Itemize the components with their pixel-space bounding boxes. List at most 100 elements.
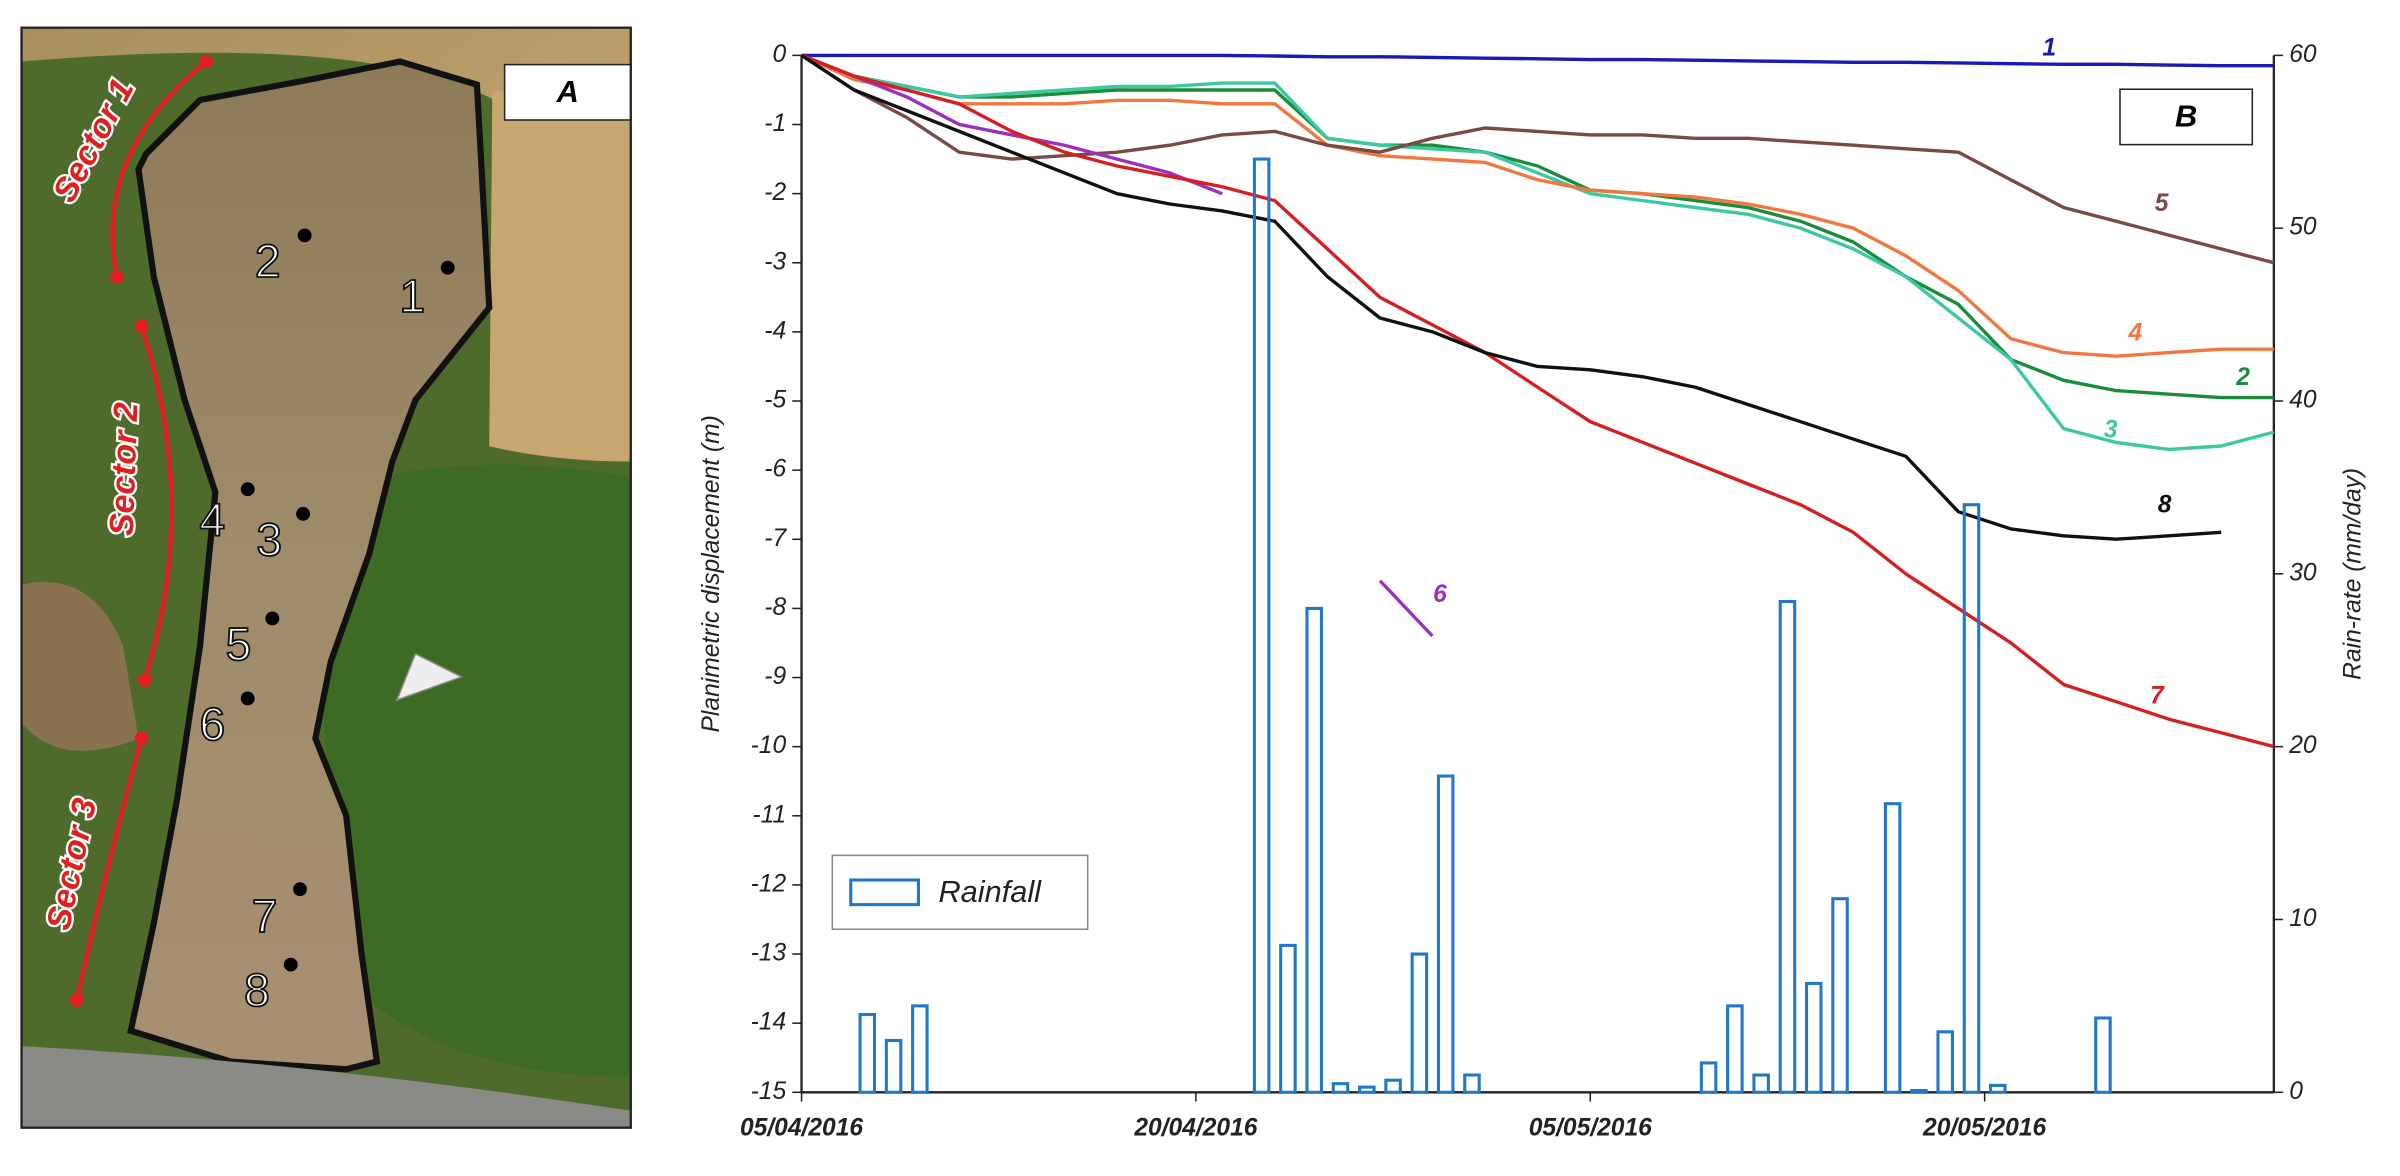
y2-tick-label: 10 bbox=[2289, 905, 2317, 932]
series-label: 4 bbox=[2128, 319, 2143, 346]
sector-arrow-head bbox=[110, 270, 124, 284]
trees bbox=[320, 464, 631, 1077]
y-tick-label: -12 bbox=[751, 870, 787, 897]
rain-bar bbox=[1358, 1085, 1376, 1094]
rain-bar bbox=[1305, 606, 1323, 1094]
series-line bbox=[800, 53, 2275, 265]
rain-bar bbox=[1778, 599, 1797, 1094]
rain-bar bbox=[1989, 1083, 2007, 1094]
y-tick-label: -4 bbox=[764, 317, 786, 344]
y2-tick-label: 60 bbox=[2289, 41, 2317, 68]
sector-arrow bbox=[74, 737, 144, 1001]
y-tick-label: -8 bbox=[764, 594, 786, 621]
sector-label: Sector 2 bbox=[103, 402, 146, 537]
rain-bar bbox=[1752, 1073, 1770, 1094]
point-dot bbox=[293, 882, 307, 897]
field bbox=[489, 87, 631, 462]
rain-bar bbox=[1962, 503, 1981, 1094]
x-tick-label: 05/04/2016 bbox=[740, 1115, 863, 1142]
panel-b: B Planimetric displacement (m) Rain-rate… bbox=[698, 35, 2367, 1142]
series-line bbox=[800, 53, 2275, 452]
y2-tick-label: 30 bbox=[2289, 559, 2317, 586]
y2-axis-label: Rain-rate (mm/day) bbox=[2339, 468, 2366, 680]
sector-arrow-head bbox=[134, 319, 149, 334]
x-tick-label: 20/05/2016 bbox=[1922, 1115, 2046, 1142]
y-tick-label: -15 bbox=[751, 1078, 787, 1105]
x-tick-label: 05/05/2016 bbox=[1529, 1115, 1652, 1142]
point-label: 1 bbox=[399, 270, 425, 322]
point-dot bbox=[240, 691, 255, 706]
rain-bar bbox=[1804, 981, 1823, 1094]
y-tick-label: -13 bbox=[751, 940, 787, 967]
rain-bar bbox=[1936, 1030, 1954, 1094]
y-axis-label: Planimetric displacement (m) bbox=[698, 415, 725, 732]
y-tick-label: -11 bbox=[752, 801, 786, 828]
rain-bar bbox=[1910, 1089, 1928, 1094]
sector-arrow bbox=[110, 59, 208, 278]
rain-bar bbox=[1279, 943, 1297, 1094]
point-label: 7 bbox=[252, 890, 278, 942]
sector-arrow-head bbox=[137, 673, 152, 687]
rain-bar bbox=[1726, 1004, 1744, 1094]
photo-frame bbox=[20, 26, 632, 1129]
series-label: 8 bbox=[2158, 492, 2172, 519]
point-label: 6 bbox=[199, 698, 225, 750]
series-line bbox=[800, 53, 1223, 196]
rain-bar bbox=[1831, 897, 1849, 1094]
rain-bar bbox=[1883, 802, 1902, 1094]
y-tick-label: -2 bbox=[764, 179, 786, 206]
rain-bar bbox=[1410, 952, 1429, 1094]
panel-label-box bbox=[2119, 88, 2254, 146]
series-line bbox=[1378, 579, 1434, 638]
rain-bar bbox=[1463, 1073, 1481, 1094]
y-tick-label: -14 bbox=[751, 1009, 787, 1036]
rain-bar bbox=[911, 1004, 929, 1094]
series-label: 6 bbox=[1433, 581, 1447, 608]
rain-bar bbox=[1436, 774, 1455, 1094]
road bbox=[21, 1046, 631, 1128]
point-label: 4 bbox=[199, 493, 225, 545]
point-dot bbox=[265, 611, 280, 626]
series-line bbox=[800, 53, 2222, 541]
series-line bbox=[800, 53, 2275, 749]
sector-arrow-head bbox=[199, 54, 214, 69]
series-label: 5 bbox=[2155, 190, 2169, 217]
point-label: 5 bbox=[226, 618, 252, 670]
y2-tick-label: 40 bbox=[2289, 387, 2317, 414]
rain-bar bbox=[1252, 157, 1271, 1094]
legend-swatch bbox=[849, 878, 921, 907]
point-dot bbox=[296, 506, 311, 521]
sector-arrow bbox=[139, 325, 174, 681]
view-arrow bbox=[395, 652, 464, 702]
series-line bbox=[800, 53, 2274, 358]
series-line bbox=[801, 53, 2274, 68]
rain-bar bbox=[1699, 1061, 1718, 1094]
series-label: 3 bbox=[2104, 416, 2118, 443]
point-dot bbox=[297, 228, 312, 243]
point-dot bbox=[440, 260, 455, 275]
y-tick-label: -10 bbox=[751, 732, 787, 759]
x-tick-label: 20/04/2016 bbox=[1133, 1115, 1257, 1142]
y-tick-label: -5 bbox=[764, 387, 786, 414]
y-tick-label: -1 bbox=[764, 110, 786, 137]
series-line bbox=[800, 53, 2274, 400]
rain-bar bbox=[2094, 1016, 2112, 1094]
y-tick-label: -6 bbox=[764, 456, 786, 483]
landslide-outline bbox=[127, 58, 493, 1073]
sector-arrow-head bbox=[70, 993, 84, 1007]
series-label: 7 bbox=[2150, 682, 2165, 709]
point-label: 8 bbox=[244, 964, 270, 1016]
point-dot bbox=[283, 957, 298, 972]
legend-label: Rainfall bbox=[938, 874, 1042, 909]
bare-soil bbox=[21, 582, 139, 751]
point-label: 2 bbox=[255, 235, 281, 287]
y2-tick-label: 20 bbox=[2288, 732, 2317, 759]
panel-label: A bbox=[556, 74, 579, 109]
point-dot bbox=[240, 482, 255, 497]
y-tick-label: 0 bbox=[772, 41, 786, 68]
rain-bar bbox=[1384, 1078, 1402, 1094]
